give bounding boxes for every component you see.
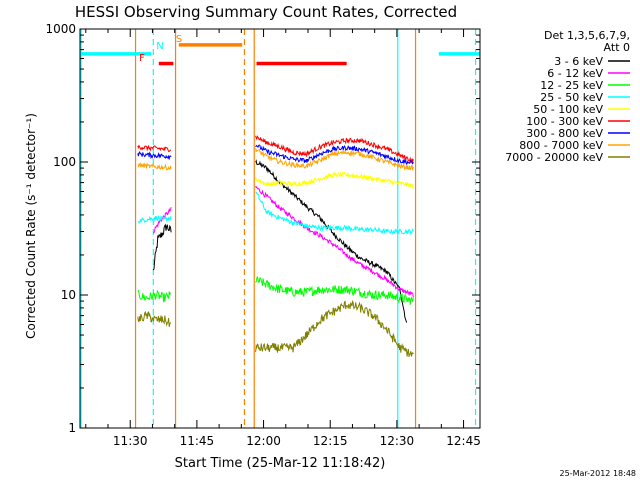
series-line-3-seg-0	[137, 215, 172, 224]
legend-header-line: Att 0	[604, 41, 630, 54]
series-line-6-seg-1	[255, 144, 414, 165]
series-line-8-seg-1	[255, 299, 414, 357]
x-tick-label: 12:45	[446, 434, 481, 448]
legend-entry-label: 3 - 6 keV	[554, 55, 603, 68]
timestamp: 25-Mar-2012 18:48	[560, 469, 637, 478]
x-tick-label: 12:00	[246, 434, 281, 448]
series-line-1-seg-1	[255, 185, 414, 298]
axes: 11:30 11:45 12:00 12:15 12:30 12:45 1 10 100 1000	[45, 22, 480, 448]
vertical-markers	[80, 29, 477, 428]
series-line-4-seg-0	[255, 171, 414, 190]
y-tick-label: 1000	[45, 22, 76, 36]
legend-entry-label: 50 - 100 keV	[533, 103, 603, 116]
series-line-1-seg-0	[153, 207, 172, 234]
legend-entry-label: 12 - 25 keV	[540, 79, 603, 92]
series-line-0-seg-0	[152, 223, 172, 271]
legend-header-line: Det 1,3,5,6,7,9,	[544, 29, 630, 42]
series-line-6-seg-0	[137, 151, 172, 161]
series-line-3-seg-1	[255, 191, 414, 236]
series-line-2-seg-0	[137, 289, 172, 303]
series-line-7-seg-1	[255, 148, 414, 171]
legend-entry-label: 6 - 12 keV	[547, 67, 603, 80]
y-tick-label: 10	[61, 288, 76, 302]
x-tick-label: 12:30	[380, 434, 415, 448]
legend-entry-label: 800 - 7000 keV	[519, 139, 603, 152]
flag-label-F: F	[139, 53, 145, 64]
x-axis-label: Start Time (25-Mar-12 11:18:42)	[175, 456, 386, 471]
series-lines	[137, 135, 414, 357]
x-tick-label: 11:45	[180, 434, 215, 448]
x-tick-label: 12:15	[313, 434, 348, 448]
legend-entry-label: 25 - 50 keV	[540, 91, 603, 104]
legend-entry-label: 300 - 800 keV	[526, 127, 603, 140]
chart-title: HESSI Observing Summary Count Rates, Cor…	[75, 3, 457, 21]
plot-frame	[79, 28, 481, 429]
y-axis-label: Corrected Count Rate (s⁻¹ detector⁻¹)	[24, 113, 38, 339]
x-tick-label: 11:30	[113, 434, 148, 448]
series-line-5-seg-0	[137, 144, 172, 152]
series-line-7-seg-0	[137, 161, 172, 171]
series-line-2-seg-1	[255, 276, 414, 305]
series-line-5-seg-1	[255, 135, 414, 164]
y-tick-label: 1	[68, 421, 76, 435]
flag-label-N: N	[156, 41, 163, 52]
legend-entry-label: 100 - 300 keV	[526, 115, 603, 128]
state-bars	[81, 43, 480, 66]
series-line-8-seg-0	[137, 310, 172, 327]
flag-label-S: S	[176, 34, 182, 45]
flag-labels: FN S	[139, 34, 182, 64]
y-tick-label: 100	[53, 155, 76, 169]
legend-entry-label: 7000 - 20000 keV	[505, 151, 603, 164]
